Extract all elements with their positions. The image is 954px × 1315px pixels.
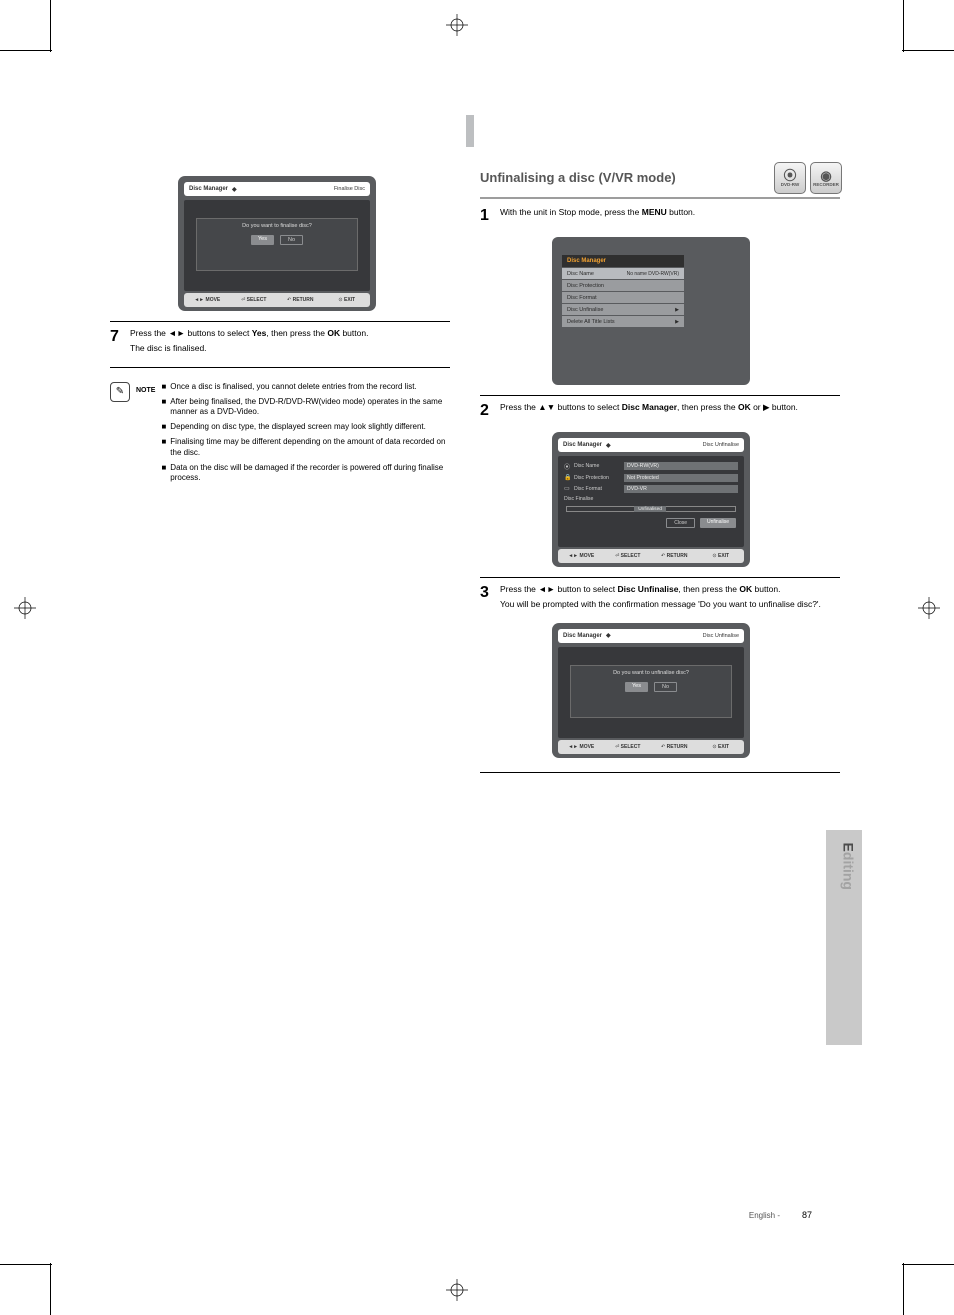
note-label: NOTE: [136, 382, 155, 484]
scr-header: Disc Manager ◆ Finalise Disc: [184, 182, 370, 196]
step-number: 2: [480, 402, 500, 420]
right-column: ⦿DVD-RW ◉RECORDER Unfinalising a disc (V…: [480, 170, 840, 773]
badge-recorder: ◉RECORDER: [810, 162, 842, 194]
step-2: 2 Press the ▲▼ buttons to select Disc Ma…: [480, 395, 840, 420]
registration-mark-right: [918, 597, 940, 619]
scr-footer: ◄► MOVE ⏎ SELECT ↶ RETURN ⊙ EXIT: [184, 293, 370, 307]
unfinalise-button[interactable]: Unfinalise: [700, 518, 736, 528]
page-number: 87: [802, 1210, 812, 1220]
step-number: 1: [480, 207, 500, 225]
note-bullet: Finalising time may be different dependi…: [170, 437, 450, 459]
format-badges: ⦿DVD-RW ◉RECORDER: [774, 162, 842, 194]
note-icon: ✎: [110, 382, 130, 402]
note-bullet: Once a disc is finalised, you cannot del…: [170, 382, 416, 393]
screenshot-menu: Disc Manager Disc NameNo name DVD-RW(VR)…: [552, 237, 750, 385]
note-bullet: Data on the disc will be damaged if the …: [170, 463, 450, 485]
no-button[interactable]: No: [280, 235, 303, 245]
step-1: 1 With the unit in Stop mode, press the …: [480, 207, 840, 225]
menu-item[interactable]: Disc Format: [562, 292, 684, 303]
no-button[interactable]: No: [654, 682, 677, 692]
step-number: 3: [480, 584, 500, 611]
note-bullet: Depending on disc type, the displayed sc…: [170, 422, 426, 433]
step-3: 3 Press the ◄► button to select Disc Unf…: [480, 577, 840, 611]
screenshot-disc-manager: Disc Manager ◆ Disc Unfinalise ⦿Disc Nam…: [552, 432, 750, 567]
menu-item[interactable]: Delete All Title Lists▶: [562, 316, 684, 327]
yes-button[interactable]: Yes: [251, 235, 274, 245]
left-column: Disc Manager ◆ Finalise Disc Do you want…: [110, 176, 450, 484]
page: Disc Manager ◆ Finalise Disc Do you want…: [90, 80, 862, 1235]
menu-item[interactable]: Disc NameNo name DVD-RW(VR): [562, 268, 684, 279]
yes-button[interactable]: Yes: [625, 682, 648, 692]
scr-subtitle: Finalise Disc: [334, 186, 365, 192]
step-7-sub: The disc is finalised.: [130, 343, 368, 355]
registration-mark-top: [446, 14, 468, 36]
note-block: ✎ NOTE ■Once a disc is finalised, you ca…: [110, 382, 450, 484]
screenshot-finalise-confirm: Disc Manager ◆ Finalise Disc Do you want…: [178, 176, 376, 311]
step-7: 7 Press the ◄► buttons to select Yes, th…: [110, 321, 450, 355]
badge-dvd-rw: ⦿DVD-RW: [774, 162, 806, 194]
close-button[interactable]: Close: [666, 518, 695, 528]
book-label: English -: [749, 1211, 780, 1220]
menu-item[interactable]: Disc Unfinalise▶: [562, 304, 684, 315]
registration-mark-left: [14, 597, 36, 619]
side-tab-editing: Editing: [826, 830, 862, 1045]
menu-item[interactable]: Disc Protection: [562, 280, 684, 291]
step-number: 7: [110, 328, 130, 355]
note-bullet: After being finalised, the DVD-R/DVD-RW(…: [170, 397, 450, 419]
registration-mark-bottom: [446, 1279, 468, 1301]
scr-title: Disc Manager: [189, 186, 228, 192]
menu-header: Disc Manager: [562, 255, 684, 267]
screenshot-unfinalise-confirm: Disc Manager ◆ Disc Unfinalise Do you wa…: [552, 623, 750, 758]
dialog-text: Do you want to finalise disc?: [197, 219, 357, 234]
divider: [480, 197, 840, 199]
